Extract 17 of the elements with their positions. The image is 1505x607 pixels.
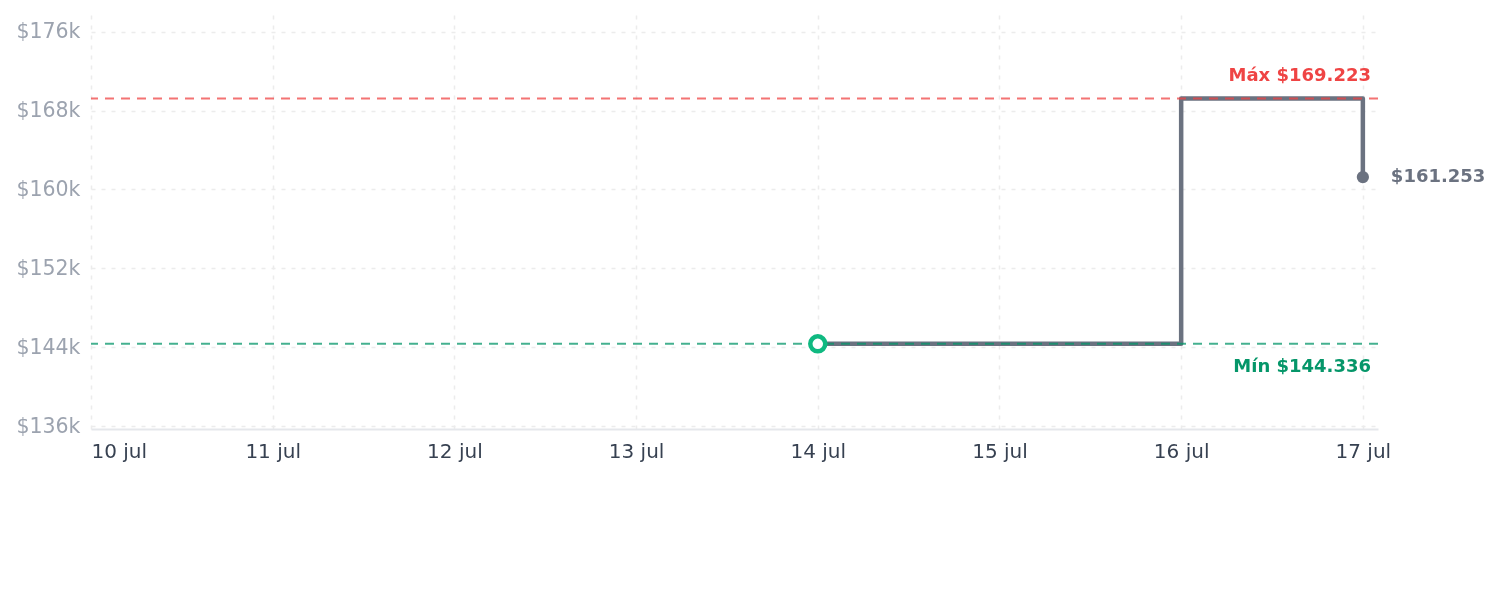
x-tick-label: 16 jul bbox=[1153, 438, 1210, 463]
data-label: $161.253 bbox=[1390, 165, 1486, 187]
y-tick-label: $176k bbox=[16, 19, 81, 44]
y-tick-label: $168k bbox=[16, 98, 81, 123]
x-tick-label: 17 jul bbox=[1335, 438, 1392, 463]
x-tick-label: 14 jul bbox=[790, 438, 847, 463]
y-tick-label: $160k bbox=[16, 176, 81, 201]
y-tick-label: $144k bbox=[16, 334, 81, 359]
x-tick-label: 12 jul bbox=[427, 438, 483, 463]
ref-line-label: Máx $169.223 bbox=[1228, 63, 1371, 85]
y-tick-label: $152k bbox=[16, 255, 81, 280]
x-tick-label: 13 jul bbox=[608, 438, 665, 463]
x-tick-label: 11 jul bbox=[245, 438, 301, 463]
x-tick-label: 10 jul bbox=[91, 438, 148, 463]
ref-line-label: Mín $144.336 bbox=[1233, 354, 1371, 376]
y-tick-label: $136k bbox=[16, 413, 81, 438]
x-tick-label: 15 jul bbox=[972, 438, 1028, 463]
